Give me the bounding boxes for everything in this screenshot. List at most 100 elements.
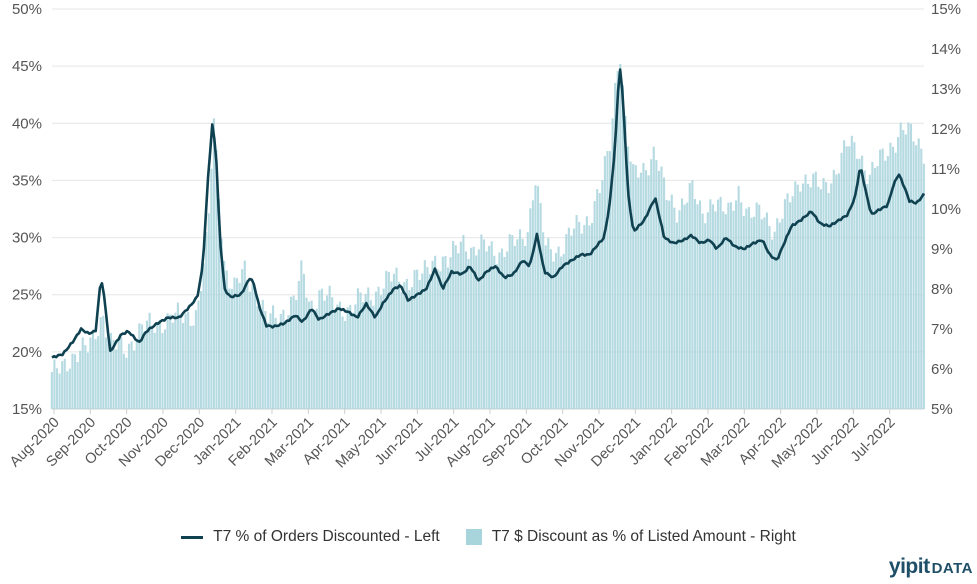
bar bbox=[145, 320, 149, 409]
bar bbox=[254, 287, 257, 409]
bar bbox=[151, 325, 154, 409]
legend-label-discount: T7 $ Discount as % of Listed Amount - Ri… bbox=[491, 528, 796, 545]
bar bbox=[446, 267, 450, 409]
brand-main: yipit bbox=[888, 555, 930, 578]
left-tick-label: 45% bbox=[12, 58, 42, 75]
left-tick-label: 30% bbox=[12, 230, 42, 247]
bar bbox=[663, 177, 666, 409]
bar bbox=[403, 282, 406, 409]
left-tick-label: 40% bbox=[12, 115, 42, 132]
bar bbox=[709, 199, 712, 409]
bar bbox=[650, 159, 653, 409]
bar bbox=[701, 213, 704, 409]
bar bbox=[344, 320, 347, 409]
bar bbox=[681, 198, 684, 409]
bar bbox=[539, 202, 542, 409]
bar bbox=[714, 211, 717, 409]
bar bbox=[408, 290, 411, 409]
bar bbox=[163, 329, 167, 409]
bar bbox=[873, 168, 877, 409]
bar bbox=[850, 135, 853, 410]
legend-label-orders: T7 % of Orders Discounted - Left bbox=[213, 528, 440, 545]
bar bbox=[241, 269, 244, 409]
bar bbox=[575, 215, 578, 409]
bar bbox=[374, 291, 378, 409]
bar bbox=[202, 263, 205, 409]
bar bbox=[678, 210, 681, 409]
bar bbox=[691, 180, 694, 409]
bar bbox=[102, 315, 105, 409]
bar bbox=[675, 222, 678, 409]
bar bbox=[624, 115, 627, 409]
bar bbox=[63, 358, 66, 409]
bar bbox=[169, 314, 172, 409]
bar bbox=[632, 164, 635, 409]
bar bbox=[614, 82, 617, 410]
bar bbox=[66, 371, 69, 409]
bar bbox=[596, 189, 599, 409]
bar bbox=[511, 235, 514, 409]
bar bbox=[477, 249, 480, 409]
bar bbox=[444, 255, 447, 409]
bar bbox=[441, 256, 444, 409]
bar bbox=[894, 152, 897, 409]
bar bbox=[657, 170, 660, 409]
bar bbox=[174, 312, 177, 409]
bar bbox=[897, 137, 900, 409]
bar bbox=[369, 300, 372, 409]
bar bbox=[704, 223, 707, 409]
right-tick-label: 10% bbox=[931, 201, 961, 218]
bar bbox=[385, 270, 388, 409]
bar bbox=[858, 158, 861, 409]
bar bbox=[295, 300, 298, 409]
bar bbox=[570, 235, 573, 409]
bar bbox=[626, 146, 630, 409]
bar bbox=[889, 142, 892, 409]
bar bbox=[308, 301, 311, 409]
bar bbox=[745, 208, 748, 409]
bar bbox=[634, 165, 637, 409]
bar bbox=[585, 216, 588, 409]
bar bbox=[588, 225, 591, 409]
bar bbox=[506, 251, 509, 409]
bar bbox=[611, 118, 614, 409]
bar bbox=[115, 349, 118, 409]
bar bbox=[886, 156, 889, 409]
bar bbox=[464, 251, 468, 409]
bar bbox=[238, 282, 241, 409]
bar bbox=[380, 295, 383, 409]
bar bbox=[156, 321, 159, 409]
bar bbox=[264, 311, 267, 409]
bar bbox=[915, 145, 918, 409]
bar bbox=[740, 202, 743, 409]
legend-item-discount[interactable]: T7 $ Discount as % of Listed Amount - Ri… bbox=[465, 528, 796, 546]
right-tick-label: 9% bbox=[931, 241, 953, 258]
bar bbox=[184, 313, 187, 409]
bar bbox=[542, 232, 545, 409]
legend-item-orders[interactable]: T7 % of Orders Discounted - Left bbox=[181, 528, 440, 546]
bar bbox=[452, 240, 455, 409]
bar bbox=[503, 256, 506, 409]
bar bbox=[531, 200, 534, 409]
right-tick-label: 6% bbox=[931, 361, 953, 378]
orders-line bbox=[51, 68, 926, 359]
left-tick-label: 25% bbox=[12, 287, 42, 304]
bar bbox=[863, 170, 866, 409]
bar bbox=[500, 248, 504, 409]
bar bbox=[529, 208, 532, 409]
bar bbox=[835, 174, 838, 409]
bar bbox=[120, 337, 123, 409]
bar-series bbox=[50, 63, 925, 410]
bar bbox=[693, 199, 696, 409]
left-axis-ticks: 15% 20% 25% 30% 35% 40% 45% 50% bbox=[12, 1, 42, 418]
right-tick-label: 14% bbox=[931, 41, 961, 58]
bar bbox=[434, 255, 437, 409]
bar bbox=[526, 232, 529, 409]
bar bbox=[274, 317, 277, 409]
bar bbox=[462, 234, 465, 409]
bar bbox=[426, 267, 429, 409]
bar bbox=[71, 353, 74, 409]
brand-sub: DATA bbox=[931, 560, 973, 577]
bar bbox=[783, 199, 786, 409]
bar bbox=[848, 146, 851, 409]
